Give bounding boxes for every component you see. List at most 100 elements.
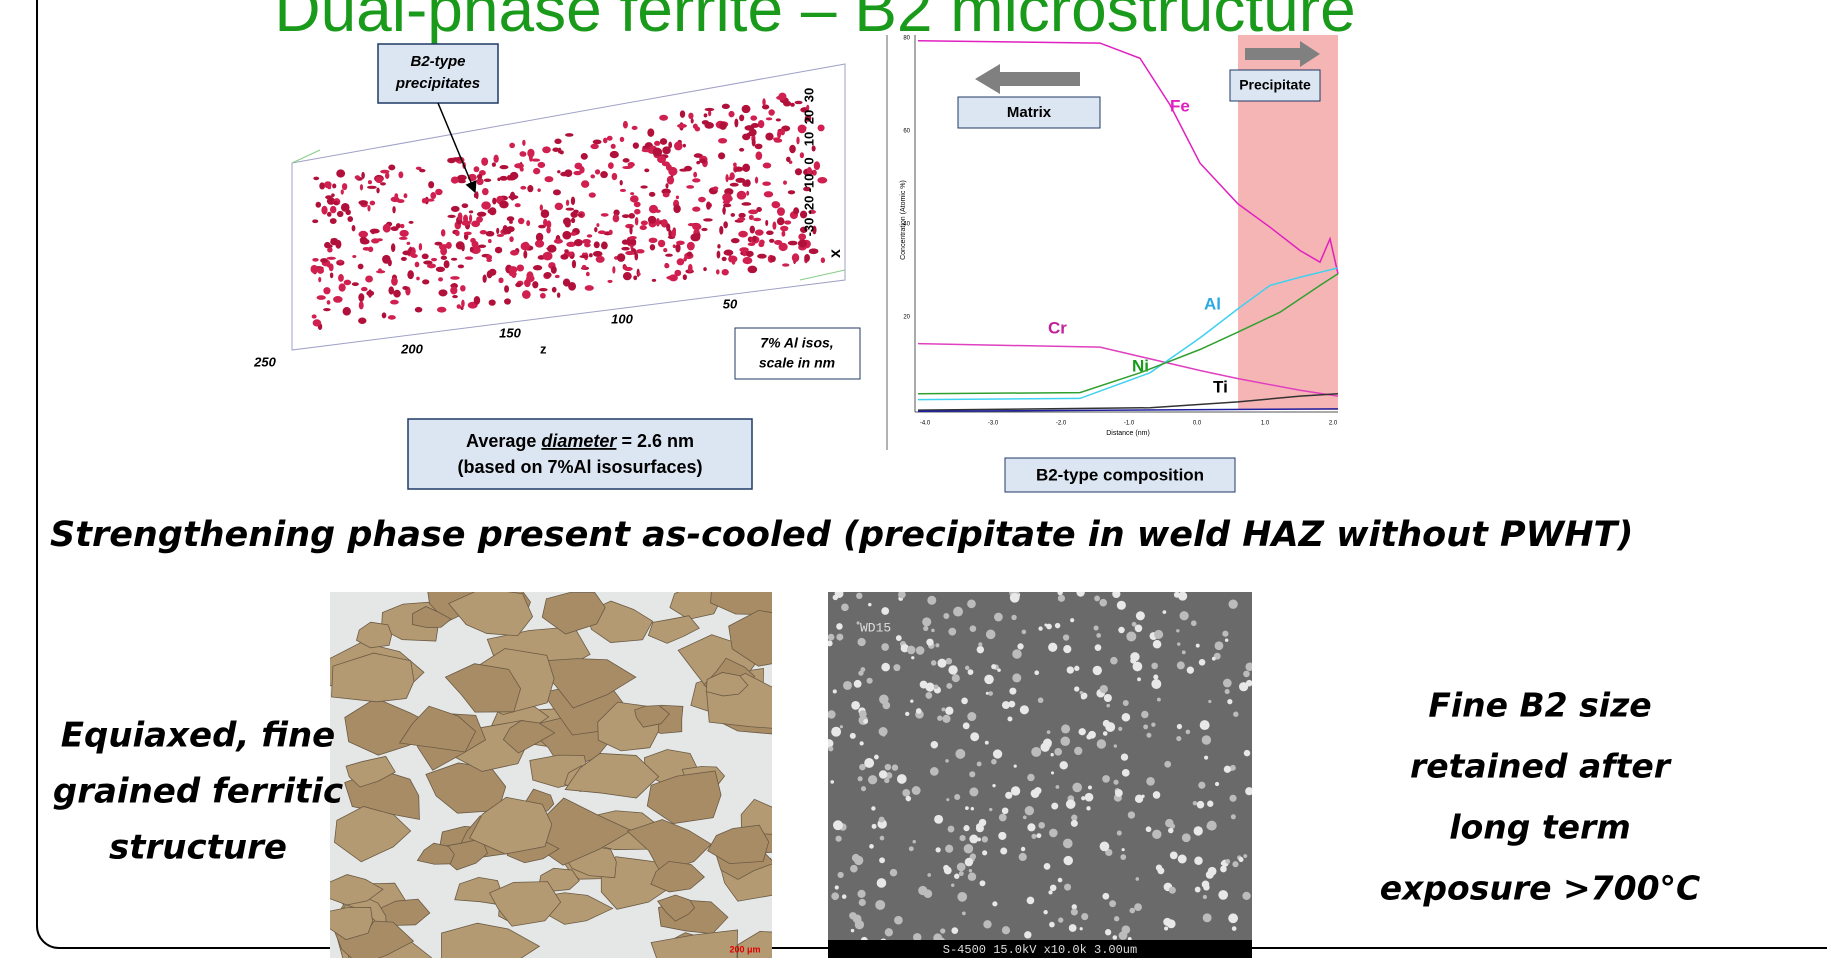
precipitate: [416, 277, 420, 281]
particle: [1177, 661, 1185, 669]
particle: [1113, 935, 1118, 940]
callout-line: B2-type: [410, 53, 465, 70]
precipitate: [497, 234, 504, 237]
particle: [902, 789, 910, 797]
precipitate: [560, 254, 568, 260]
text: diameter: [541, 431, 617, 451]
particle: [851, 929, 854, 932]
precipitate: [641, 221, 648, 226]
precipitate: [722, 207, 725, 214]
precipitate: [731, 258, 735, 265]
precipitate: [513, 251, 519, 255]
particle: [1069, 924, 1077, 932]
particle: [1027, 823, 1035, 831]
precipitate: [751, 123, 759, 128]
particle: [999, 814, 1007, 822]
particle: [1176, 736, 1181, 741]
particle: [1203, 913, 1212, 922]
particle: [881, 663, 890, 672]
precipitate: [519, 151, 525, 156]
precipitate: [487, 270, 493, 278]
precipitate: [755, 151, 762, 160]
precipitate: [482, 274, 486, 282]
particle: [1034, 670, 1039, 675]
precipitate: [343, 307, 351, 316]
precipitate: [477, 174, 482, 179]
particle: [1021, 847, 1025, 851]
precipitate: [524, 279, 531, 287]
precipitate: [555, 275, 560, 278]
precipitate: [543, 252, 553, 261]
particle: [991, 759, 997, 765]
y-tick-label: 20: [903, 315, 910, 321]
particle: [955, 749, 965, 759]
particle: [925, 682, 934, 691]
z-tick-label: 200: [400, 341, 423, 356]
precipitate: [734, 118, 738, 127]
precipitate: [729, 255, 732, 263]
particle: [1151, 723, 1155, 727]
precipitate: [644, 168, 649, 172]
particle: [980, 880, 986, 886]
particle: [969, 787, 978, 796]
atom-probe-figure: [292, 64, 845, 350]
particle: [1136, 611, 1145, 620]
particle: [868, 603, 872, 607]
precipitate: [388, 315, 396, 320]
precipitate: [762, 181, 771, 185]
particle: [835, 589, 844, 598]
precipitate: [438, 277, 443, 281]
precipitate: [788, 241, 798, 246]
particle: [912, 786, 921, 795]
precipitate: [517, 264, 524, 271]
precipitate: [590, 174, 595, 178]
precipitate: [593, 139, 602, 144]
particle: [931, 741, 938, 748]
precipitate: [717, 244, 720, 248]
element-label: Cr: [1048, 318, 1067, 337]
precipitate: [716, 269, 720, 274]
y-axis-label: Concentration (Atomic %): [900, 180, 907, 260]
particle: [1106, 704, 1110, 708]
particle: [916, 708, 922, 714]
particle: [951, 927, 958, 934]
precipitate: [470, 247, 474, 253]
precipitate: [620, 189, 626, 192]
precipitate: [753, 218, 761, 222]
precipitate: [783, 101, 791, 107]
particle: [1070, 618, 1074, 622]
particle: [978, 642, 982, 646]
particle: [871, 806, 875, 810]
particle: [840, 725, 843, 728]
particle: [1043, 739, 1052, 748]
y-tick-label: 40: [903, 222, 910, 228]
particle: [1081, 796, 1085, 800]
particle: [1146, 777, 1155, 786]
precipitate: [570, 232, 576, 236]
precipitate: [809, 248, 819, 254]
particle: [1208, 867, 1217, 876]
particle: [959, 835, 965, 841]
precipitate: [522, 290, 531, 299]
precipitate: [341, 189, 344, 194]
particle: [1170, 852, 1178, 860]
particle: [969, 869, 972, 872]
particle: [948, 826, 955, 833]
precipitate: [428, 181, 434, 188]
precipitate: [687, 252, 692, 257]
particle: [856, 593, 862, 599]
precipitate: [404, 193, 408, 198]
particle: [1245, 787, 1253, 795]
particle: [1115, 789, 1123, 797]
precipitate: [704, 122, 714, 129]
precipitate: [660, 138, 667, 145]
precipitate: [647, 128, 654, 137]
precipitate: [683, 274, 687, 280]
precipitate: [737, 191, 747, 200]
precipitate: [358, 200, 368, 205]
precipitate: [312, 258, 318, 262]
particle: [864, 758, 874, 768]
particle: [1238, 857, 1243, 862]
precipitate: [724, 250, 734, 256]
precipitate: [333, 201, 338, 205]
